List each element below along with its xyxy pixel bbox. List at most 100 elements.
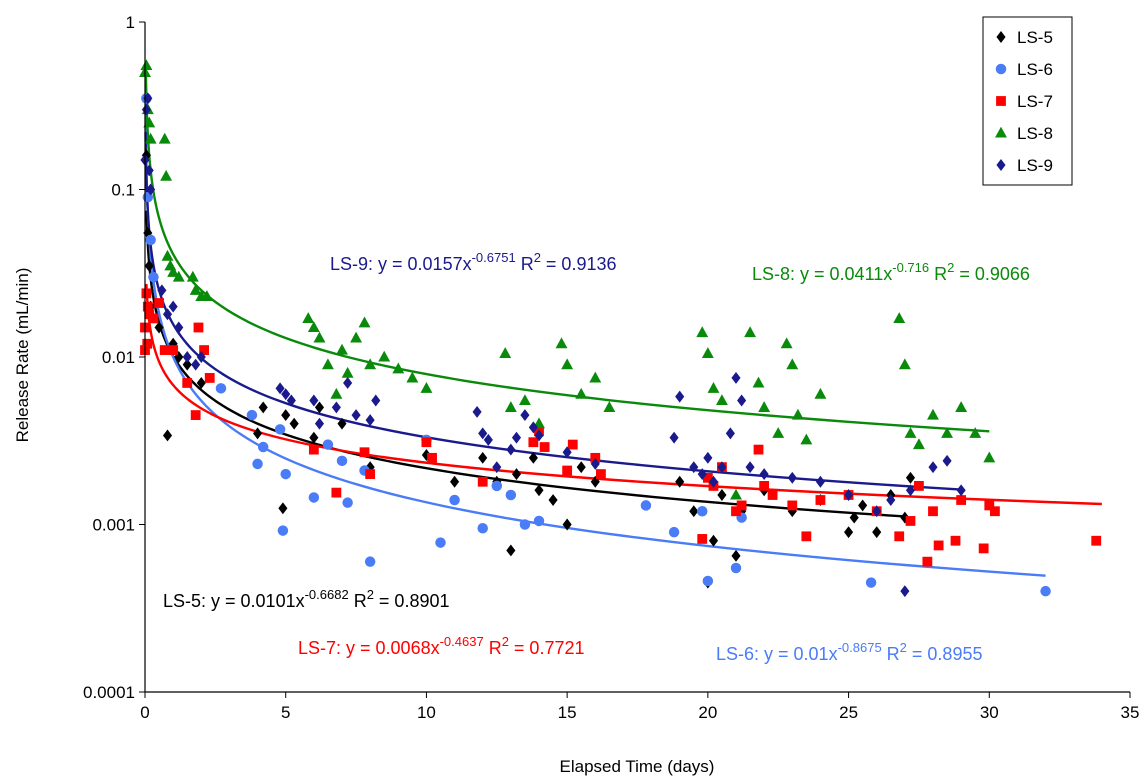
point-ls-7 xyxy=(928,506,938,517)
legend-marker-ls-9 xyxy=(996,159,1006,171)
point-ls-5 xyxy=(900,511,910,524)
point-ls-7 xyxy=(697,534,708,544)
point-ls-5 xyxy=(689,505,699,518)
point-ls-7 xyxy=(590,452,601,463)
point-ls-6 xyxy=(342,497,353,508)
point-ls-8 xyxy=(715,394,728,406)
point-ls-8 xyxy=(158,132,171,144)
point-ls-5 xyxy=(849,511,859,524)
point-ls-9 xyxy=(191,358,201,371)
point-ls-7 xyxy=(148,313,159,324)
x-tick-label: 35 xyxy=(1121,703,1140,722)
point-ls-8 xyxy=(160,169,173,181)
point-ls-7 xyxy=(567,439,578,450)
point-ls-6 xyxy=(274,424,286,435)
point-ls-7 xyxy=(894,531,905,542)
point-ls-9 xyxy=(697,468,707,481)
point-ls-5 xyxy=(450,475,460,488)
point-ls-9 xyxy=(483,433,493,446)
point-ls-6 xyxy=(308,492,320,503)
point-ls-5 xyxy=(309,431,319,444)
x-tick-label: 25 xyxy=(839,703,858,722)
point-ls-6 xyxy=(505,489,517,501)
point-ls-7 xyxy=(767,490,778,500)
point-ls-9 xyxy=(162,308,173,321)
point-ls-8 xyxy=(200,290,213,301)
point-ls-6 xyxy=(640,500,652,511)
point-ls-9 xyxy=(703,451,713,464)
point-ls-9 xyxy=(144,164,154,177)
point-ls-7 xyxy=(914,480,924,491)
x-tick-label: 0 xyxy=(140,703,149,722)
point-ls-5 xyxy=(675,475,685,488)
point-ls-7 xyxy=(933,540,944,551)
point-ls-9 xyxy=(157,284,167,297)
point-ls-5 xyxy=(708,534,719,547)
point-ls-6 xyxy=(280,468,291,480)
legend-marker-ls-8 xyxy=(995,126,1007,138)
point-ls-9 xyxy=(562,446,572,459)
point-ls-7 xyxy=(154,298,164,308)
x-tick-label: 20 xyxy=(698,703,717,722)
point-ls-5 xyxy=(548,494,558,506)
point-ls-7 xyxy=(365,469,376,479)
fit-line-ls-8 xyxy=(144,71,990,433)
x-axis-title: Elapsed Time (days) xyxy=(560,757,715,776)
point-ls-8 xyxy=(744,326,757,338)
legend-label-ls-7: LS-7 xyxy=(1017,92,1053,111)
point-ls-5 xyxy=(289,417,299,430)
y-tick-label: 0.001 xyxy=(92,516,135,535)
point-ls-8 xyxy=(499,347,512,359)
point-ls-5 xyxy=(258,401,268,414)
point-ls-7 xyxy=(539,442,550,452)
point-ls-5 xyxy=(141,149,151,162)
y-tick-label: 0.0001 xyxy=(83,683,135,702)
point-ls-9 xyxy=(669,431,679,444)
point-ls-9 xyxy=(534,429,544,442)
legend: LS-5 LS-6 LS-7 LS-8 LS-9 xyxy=(982,16,1073,186)
legend-label-ls-5: LS-5 xyxy=(1017,28,1053,47)
point-ls-9 xyxy=(371,394,381,407)
point-ls-5 xyxy=(528,451,538,464)
point-ls-9 xyxy=(478,427,488,440)
point-ls-8 xyxy=(161,249,174,261)
point-ls-7 xyxy=(787,500,798,511)
equation-ls-8: LS-8: y = 0.0411x-0.716 R2 = 0.9066 xyxy=(752,260,1030,284)
point-ls-5 xyxy=(576,461,586,474)
point-ls-7 xyxy=(736,500,747,511)
point-ls-7 xyxy=(922,556,933,567)
point-ls-7 xyxy=(562,465,573,476)
point-ls-6 xyxy=(145,234,156,246)
point-ls-9 xyxy=(281,388,291,401)
point-ls-5 xyxy=(162,429,173,442)
point-ls-7 xyxy=(759,480,770,491)
point-ls-8 xyxy=(955,401,968,412)
x-tick-label: 15 xyxy=(558,703,577,722)
point-ls-8 xyxy=(707,382,720,393)
point-ls-7 xyxy=(190,410,201,420)
point-ls-9 xyxy=(472,405,482,418)
point-ls-9 xyxy=(675,390,685,403)
point-ls-5 xyxy=(511,468,522,481)
point-ls-7 xyxy=(168,345,179,355)
point-ls-6 xyxy=(148,271,159,283)
point-ls-6 xyxy=(491,480,503,492)
point-ls-9 xyxy=(737,394,747,407)
point-ls-9 xyxy=(717,461,727,474)
point-ls-9 xyxy=(942,454,952,467)
point-ls-9 xyxy=(725,427,735,440)
legend-marker-ls-7 xyxy=(996,96,1006,106)
y-tick-label: 0.1 xyxy=(111,181,135,200)
point-ls-7 xyxy=(427,452,437,463)
legend-label-ls-6: LS-6 xyxy=(1017,60,1053,79)
point-ls-7 xyxy=(905,516,916,526)
x-tick-label: 30 xyxy=(980,703,999,722)
point-ls-8 xyxy=(167,266,180,277)
point-ls-8 xyxy=(752,376,765,388)
legend-marker-ls-6 xyxy=(995,63,1007,75)
axes xyxy=(139,21,1131,698)
point-ls-8 xyxy=(904,427,917,438)
point-ls-7 xyxy=(528,437,539,448)
point-ls-8 xyxy=(814,387,827,399)
point-ls-9 xyxy=(759,468,769,481)
